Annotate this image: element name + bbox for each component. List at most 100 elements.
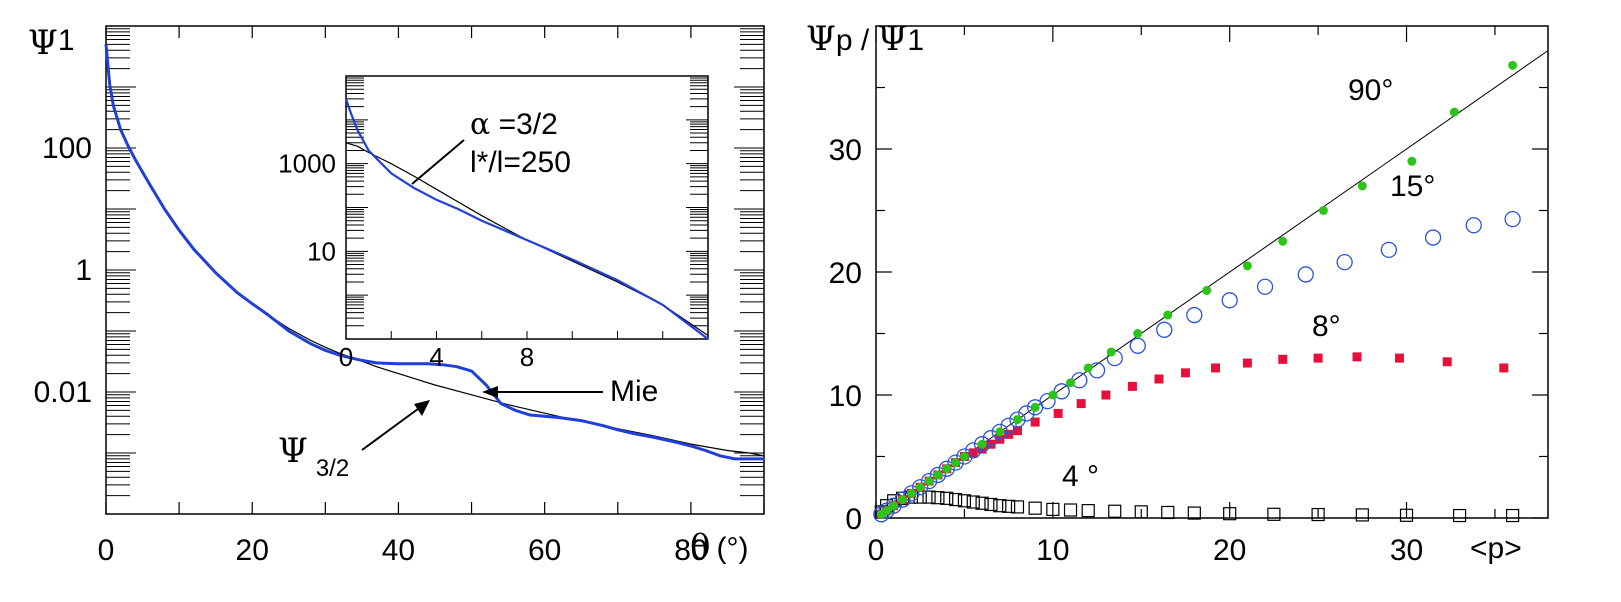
point-8deg — [1076, 399, 1086, 409]
left-xtick-label: 0 — [98, 534, 115, 567]
inset-pointer — [411, 139, 465, 185]
point-15deg — [956, 448, 973, 465]
point-8deg — [1004, 429, 1014, 439]
point-4deg — [1063, 503, 1078, 517]
inset-ticks — [345, 77, 709, 340]
point-90deg — [1202, 285, 1212, 295]
point-4deg — [1046, 502, 1060, 516]
point-4deg — [1223, 507, 1237, 521]
left-xtick-label: 40 — [382, 534, 415, 567]
point-8deg — [1180, 368, 1190, 378]
point-15deg — [1424, 229, 1442, 246]
point-4deg — [948, 492, 963, 507]
point-90deg — [1030, 402, 1040, 412]
point-15deg — [1000, 417, 1017, 434]
point-4deg — [993, 499, 1007, 513]
inset-xtick-label: 4 — [429, 342, 443, 372]
left-xlabel: θ (°) — [690, 527, 748, 567]
point-4deg — [1267, 507, 1281, 521]
right-xtick-label: 30 — [1390, 534, 1423, 567]
point-4deg — [1161, 505, 1175, 520]
point-15deg — [1129, 337, 1146, 354]
point-4deg — [1187, 506, 1201, 520]
point-15deg — [912, 479, 929, 496]
inset-xtick-label: 0 — [339, 342, 353, 372]
point-4deg — [984, 497, 998, 512]
point-4deg — [1028, 501, 1042, 515]
inset-series-line — [344, 98, 709, 340]
point-15deg — [1156, 321, 1173, 338]
point-15deg — [885, 497, 902, 514]
point-15deg — [920, 472, 938, 490]
point-4deg — [957, 494, 972, 508]
point-90deg — [1066, 378, 1076, 388]
point-15deg — [1186, 306, 1203, 324]
right-xtick-label: 10 — [1036, 534, 1069, 567]
mie-label: Mie — [610, 375, 658, 408]
point-90deg — [1508, 60, 1518, 70]
point-4deg — [966, 495, 980, 509]
label-4deg: 4 ° — [1062, 460, 1099, 493]
point-90deg — [1133, 329, 1143, 338]
point-90deg — [1012, 415, 1022, 425]
point-8deg — [968, 448, 978, 458]
point-90deg — [1106, 347, 1116, 357]
point-4deg — [922, 490, 936, 504]
point-4deg — [1002, 499, 1016, 513]
point-15deg — [929, 466, 947, 484]
point-8deg — [1154, 374, 1164, 384]
point-8deg — [1278, 354, 1288, 364]
point-8deg — [1499, 363, 1509, 373]
left-ylabel: Ψ1 — [28, 23, 75, 63]
right-points — [873, 60, 1521, 523]
point-15deg — [1039, 392, 1056, 410]
point-15deg — [1380, 241, 1397, 259]
point-8deg — [1030, 417, 1040, 427]
point-4deg — [1081, 504, 1095, 518]
point-15deg — [1221, 292, 1238, 309]
point-15deg — [1009, 411, 1026, 428]
point-90deg — [898, 495, 908, 505]
inset-ytick-label: 10 — [307, 236, 336, 266]
point-90deg — [1083, 363, 1093, 373]
point-8deg — [1394, 353, 1404, 363]
point-15deg — [1504, 210, 1521, 228]
right-ytick-label: 30 — [829, 134, 862, 167]
label-8deg: 8° — [1312, 310, 1341, 343]
point-90deg — [951, 458, 961, 468]
point-90deg — [1242, 261, 1252, 271]
inset-xtick-labels: 0 4 8 — [339, 342, 534, 372]
point-8deg — [977, 444, 987, 454]
point-15deg — [965, 442, 982, 459]
point-4deg — [931, 491, 945, 505]
psi32-label: Ψ 3/2 — [278, 431, 349, 482]
left-xtick-label: 60 — [528, 534, 561, 567]
point-90deg — [942, 464, 952, 474]
reference-line — [875, 50, 1549, 519]
point-4deg — [1134, 505, 1148, 519]
point-8deg — [1313, 353, 1323, 363]
psi32-arrowhead — [414, 400, 430, 416]
point-90deg — [977, 439, 987, 449]
point-8deg — [1101, 390, 1111, 400]
point-15deg — [1256, 278, 1274, 295]
point-90deg — [1163, 310, 1173, 320]
label-15deg: 15° — [1390, 170, 1435, 203]
left-ticks — [105, 26, 765, 515]
inset-ytick-labels: 1000 10 — [278, 149, 336, 267]
inset-ytick-label: 1000 — [278, 149, 336, 179]
left-ytick-label: 0.01 — [34, 376, 92, 409]
psi32-arrow — [361, 405, 423, 451]
inset-l-annotation: l*/l=250 — [470, 146, 571, 179]
right-ytick-labels: 0 10 20 30 — [829, 134, 862, 536]
point-90deg — [1278, 236, 1288, 246]
point-4deg — [1506, 508, 1520, 523]
right-xtick-label: 20 — [1213, 534, 1246, 567]
point-4deg — [1108, 504, 1122, 518]
point-15deg — [982, 429, 1000, 447]
left-xtick-label: 80 — [674, 534, 707, 567]
left-lines — [104, 44, 765, 461]
point-90deg — [995, 427, 1005, 437]
right-xtick-label: 0 — [868, 534, 885, 567]
